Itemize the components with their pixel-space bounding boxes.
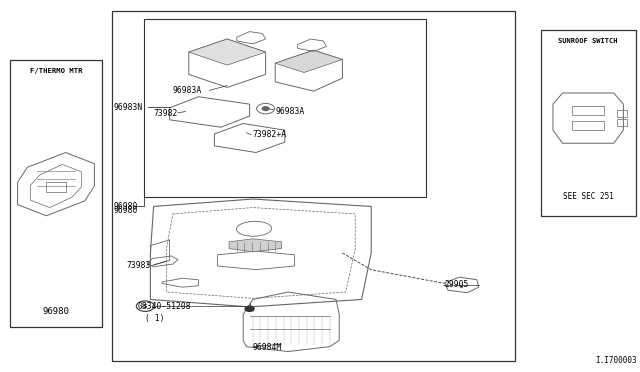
Bar bbox=[144, 19, 426, 197]
Bar bbox=[10, 60, 102, 327]
Text: SEE SEC 251: SEE SEC 251 bbox=[563, 192, 614, 201]
Text: F/THERMO MTR: F/THERMO MTR bbox=[29, 68, 83, 74]
Bar bbox=[617, 119, 627, 126]
Text: 96983A: 96983A bbox=[275, 107, 305, 116]
Bar bbox=[46, 182, 65, 192]
Text: 73982+A: 73982+A bbox=[253, 130, 287, 139]
Polygon shape bbox=[275, 50, 342, 73]
Text: 96983A: 96983A bbox=[173, 86, 202, 94]
Text: 73983: 73983 bbox=[127, 262, 151, 270]
Text: SUNROOF SWITCH: SUNROOF SWITCH bbox=[559, 38, 618, 44]
Text: 96980: 96980 bbox=[114, 206, 138, 215]
Text: 96984M: 96984M bbox=[253, 343, 282, 352]
Circle shape bbox=[245, 306, 254, 311]
Text: S: S bbox=[143, 304, 148, 309]
Text: 29905: 29905 bbox=[445, 280, 469, 289]
Text: 96980: 96980 bbox=[114, 202, 138, 211]
Bar bbox=[541, 30, 636, 216]
Text: 96983N: 96983N bbox=[114, 103, 143, 112]
Bar bbox=[112, 11, 515, 361]
Text: ( 1): ( 1) bbox=[145, 314, 164, 323]
Text: I.I700003: I.I700003 bbox=[595, 356, 637, 365]
Bar bbox=[617, 110, 627, 117]
Circle shape bbox=[262, 107, 269, 110]
Polygon shape bbox=[189, 39, 266, 65]
Text: 73982: 73982 bbox=[154, 109, 178, 118]
Polygon shape bbox=[229, 239, 282, 252]
Text: 08340-51208: 08340-51208 bbox=[138, 302, 191, 311]
Bar bbox=[572, 121, 604, 130]
Text: 96980: 96980 bbox=[43, 307, 69, 316]
Bar bbox=[572, 106, 604, 115]
